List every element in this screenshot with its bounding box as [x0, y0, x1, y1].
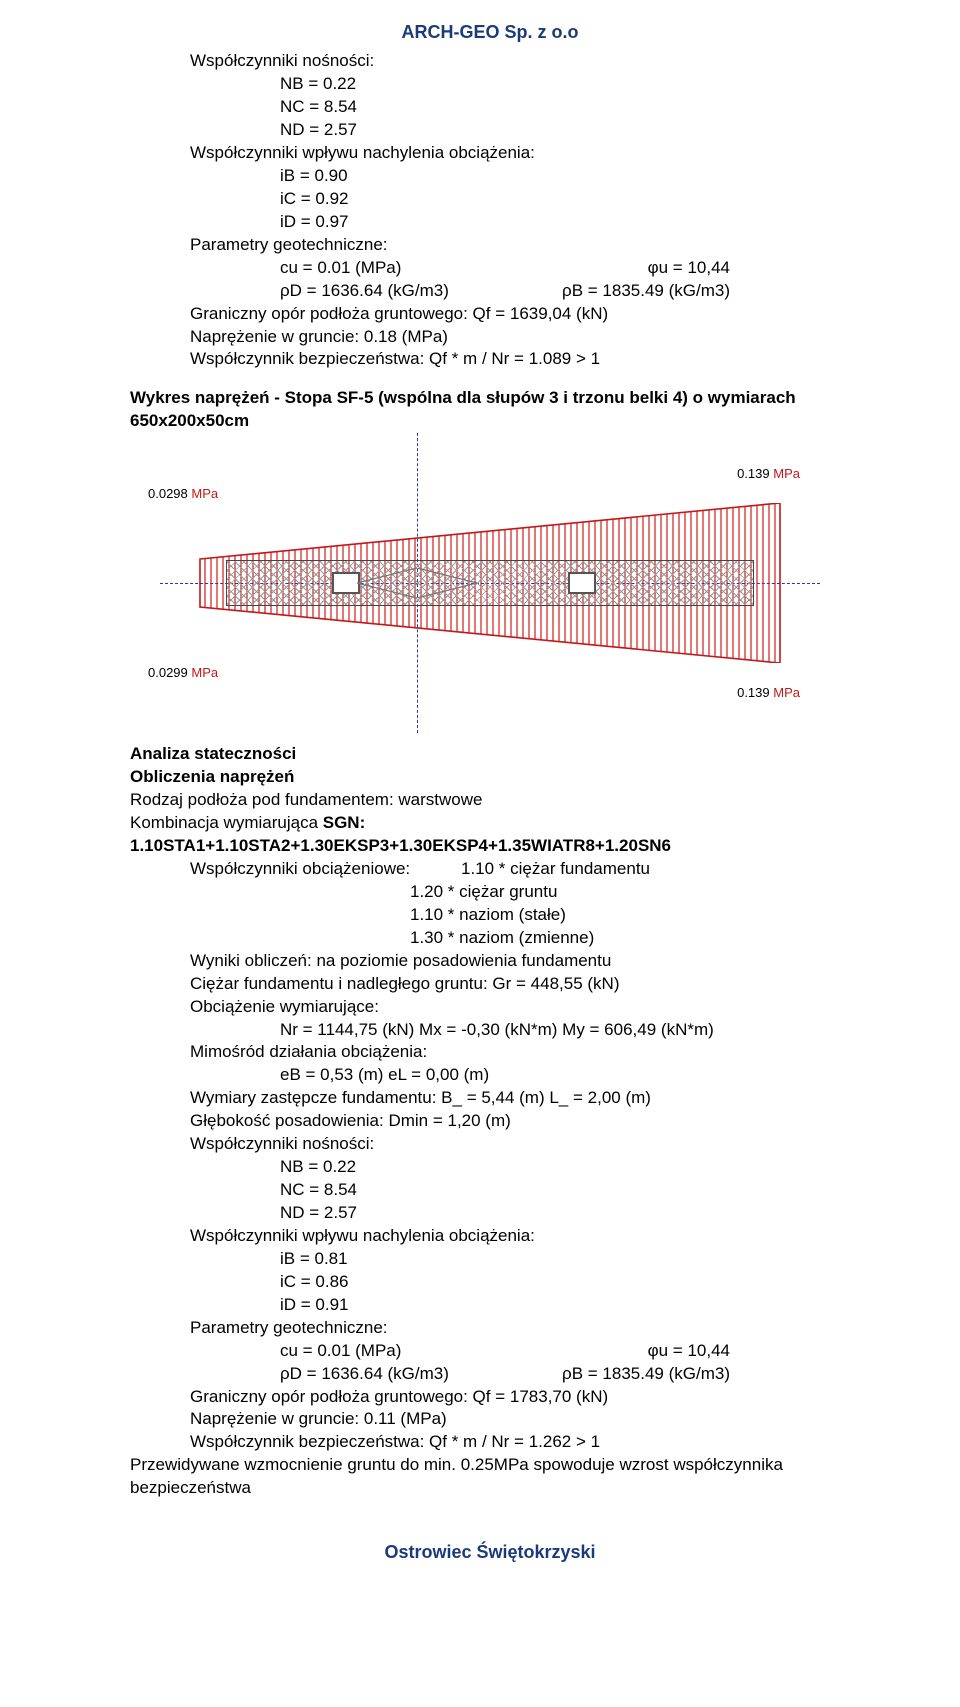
label-tr-unit: MPa — [773, 466, 800, 481]
glebokosc-line: Głębokość posadowienia: Dmin = 1,20 (m) — [130, 1110, 850, 1133]
ciezar-line: Ciężar fundamentu i nadległego gruntu: G… — [130, 973, 850, 996]
label-bottom-right: 0.139 MPa — [737, 684, 800, 702]
nachylenia2-title: Współczynniki wpływu nachylenia obciążen… — [130, 1225, 850, 1248]
label-tl-val: 0.0298 — [148, 486, 188, 501]
label-tl-unit: MPa — [191, 486, 218, 501]
wsp-nosnosci-title: Współczynniki nośności: — [130, 50, 850, 73]
cu2-left: cu = 0.01 (MPa) — [280, 1340, 401, 1363]
cu2-row: cu = 0.01 (MPa) φu = 10,44 — [130, 1340, 850, 1363]
wykres-title: Wykres naprężeń - Stopa SF-5 (wspólna dl… — [130, 387, 850, 433]
nd2-line: ND = 2.57 — [130, 1202, 850, 1225]
label-br-val: 0.139 — [737, 685, 770, 700]
phi2-right: φu = 10,44 — [648, 1340, 850, 1363]
label-br-unit: MPa — [773, 685, 800, 700]
rho-left: ρD = 1636.64 (kG/m3) — [280, 280, 449, 303]
cu-left: cu = 0.01 (MPa) — [280, 257, 401, 280]
label-bl-unit: MPa — [191, 665, 218, 680]
ib2-line: iB = 0.81 — [130, 1248, 850, 1271]
page-header: ARCH-GEO Sp. z o.o — [130, 20, 850, 44]
rho2-right: ρB = 1835.49 (kG/m3) — [562, 1363, 850, 1386]
wsp-bezp2-line: Współczynnik bezpieczeństwa: Qf * m / Nr… — [130, 1431, 850, 1454]
obc-wym-line: Obciążenie wymiarujące: — [130, 996, 850, 1019]
ebel-line: eB = 0,53 (m) eL = 0,00 (m) — [130, 1064, 850, 1087]
nb-line: NB = 0.22 — [130, 73, 850, 96]
obliczenia-title: Obliczenia naprężeń — [130, 766, 850, 789]
kombinacja-val: 1.10STA1+1.10STA2+1.30EKSP3+1.30EKSP4+1.… — [130, 835, 850, 858]
naprezenie2-line: Naprężenie w gruncie: 0.11 (MPa) — [130, 1408, 850, 1431]
analiza-title: Analiza stateczności — [130, 743, 850, 766]
label-top-right: 0.139 MPa — [737, 465, 800, 483]
label-bottom-left: 0.0299 MPa — [148, 664, 218, 682]
stress-diagram: 0.0298 MPa 0.0299 MPa 0.139 MPa 0.139 MP… — [160, 453, 820, 713]
rho-right: ρB = 1835.49 (kG/m3) — [562, 280, 850, 303]
column-rect-right — [568, 572, 596, 594]
ib-line: iB = 0.90 — [130, 165, 850, 188]
id-line: iD = 0.97 — [130, 211, 850, 234]
id2-line: iD = 0.91 — [130, 1294, 850, 1317]
wsp-obc-4: 1.30 * naziom (zmienne) — [130, 927, 850, 950]
wymiary-line: Wymiary zastępcze fundamentu: B_ = 5,44 … — [130, 1087, 850, 1110]
przewidywane-line: Przewidywane wzmocnienie gruntu do min. … — [130, 1454, 850, 1500]
graniczny-line: Graniczny opór podłoża gruntowego: Qf = … — [130, 303, 850, 326]
nc-line: NC = 8.54 — [130, 96, 850, 119]
rho2-row: ρD = 1636.64 (kG/m3) ρB = 1835.49 (kG/m3… — [130, 1363, 850, 1386]
label-top-left: 0.0298 MPa — [148, 485, 218, 503]
ic2-line: iC = 0.86 — [130, 1271, 850, 1294]
foundation-rect — [226, 560, 754, 606]
rho-row: ρD = 1636.64 (kG/m3) ρB = 1835.49 (kG/m3… — [130, 280, 850, 303]
page-footer: Ostrowiec Świętokrzyski — [130, 1540, 850, 1564]
nachylenia-title: Współczynniki wpływu nachylenia obciążen… — [130, 142, 850, 165]
phi-right: φu = 10,44 — [648, 257, 850, 280]
nc2-line: NC = 8.54 — [130, 1179, 850, 1202]
wsp-nosnosci2-title: Współczynniki nośności: — [130, 1133, 850, 1156]
geo2-title: Parametry geotechniczne: — [130, 1317, 850, 1340]
label-bl-val: 0.0299 — [148, 665, 188, 680]
wsp-obc-2: 1.20 * ciężar gruntu — [130, 881, 850, 904]
wsp-obc-3: 1.10 * naziom (stałe) — [130, 904, 850, 927]
cu-row: cu = 0.01 (MPa) φu = 10,44 — [130, 257, 850, 280]
wsp-obc-1: 1.10 * ciężar fundamentu — [461, 858, 850, 881]
kombinacja-label: Kombinacja wymiarująca SGN: — [130, 812, 850, 835]
label-tr-val: 0.139 — [737, 466, 770, 481]
column-rect-left — [332, 572, 360, 594]
geo-title: Parametry geotechniczne: — [130, 234, 850, 257]
rho2-left: ρD = 1636.64 (kG/m3) — [280, 1363, 449, 1386]
wsp-obc-label: Współczynniki obciążeniowe: — [190, 858, 410, 881]
wsp-obc-row1: Współczynniki obciążeniowe: 1.10 * cięża… — [130, 858, 850, 881]
nrmxmy-line: Nr = 1144,75 (kN) Mx = -0,30 (kN*m) My =… — [130, 1019, 850, 1042]
naprezenie-line: Naprężenie w gruncie: 0.18 (MPa) — [130, 326, 850, 349]
rodzaj-line: Rodzaj podłoża pod fundamentem: warstwow… — [130, 789, 850, 812]
ic-line: iC = 0.92 — [130, 188, 850, 211]
graniczny2-line: Graniczny opór podłoża gruntowego: Qf = … — [130, 1386, 850, 1409]
wsp-bezp-line: Współczynnik bezpieczeństwa: Qf * m / Nr… — [130, 348, 850, 371]
diamond-icon — [357, 568, 477, 598]
wyniki-line: Wyniki obliczeń: na poziomie posadowieni… — [130, 950, 850, 973]
nb2-line: NB = 0.22 — [130, 1156, 850, 1179]
mimosrod-line: Mimośród działania obciążenia: — [130, 1041, 850, 1064]
nd-line: ND = 2.57 — [130, 119, 850, 142]
